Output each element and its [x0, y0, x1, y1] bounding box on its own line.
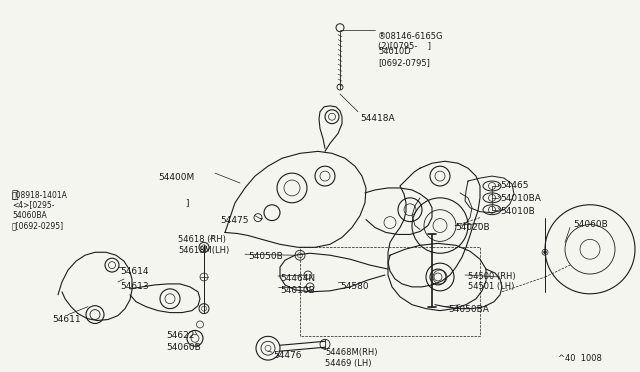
Text: ]: ]	[185, 198, 189, 207]
Text: 54614: 54614	[120, 267, 148, 276]
Text: 54050BA: 54050BA	[448, 305, 489, 314]
Text: 54010B: 54010B	[500, 207, 535, 216]
Text: 54500 (RH)
54501 (LH): 54500 (RH) 54501 (LH)	[468, 272, 516, 291]
Text: 54465: 54465	[500, 181, 529, 190]
Text: 54476: 54476	[273, 351, 301, 360]
Text: 54475: 54475	[220, 216, 248, 225]
Text: 54611: 54611	[52, 315, 81, 324]
Text: 54400M: 54400M	[158, 173, 195, 182]
Text: 54418A: 54418A	[360, 114, 395, 123]
Text: 54050B: 54050B	[248, 252, 283, 261]
Text: ^40  1008: ^40 1008	[558, 354, 602, 363]
Text: 54010BA: 54010BA	[500, 194, 541, 203]
Text: 54464N: 54464N	[280, 274, 315, 283]
Text: 54580: 54580	[340, 282, 369, 291]
Text: ®08146-6165G
(2)[0795-    ]: ®08146-6165G (2)[0795- ]	[378, 32, 444, 51]
Text: 54060B: 54060B	[166, 343, 201, 352]
Text: 54020B: 54020B	[455, 222, 490, 232]
Text: Ⓝ: Ⓝ	[12, 190, 19, 200]
Bar	[300, 247, 480, 336]
Text: Ⓢ08918-1401A
<4>[0295-
54060BA
Ⓘ[0692-0295]: Ⓢ08918-1401A <4>[0295- 54060BA Ⓘ[0692-02…	[12, 190, 68, 230]
Circle shape	[543, 251, 547, 254]
Text: 54622: 54622	[166, 331, 195, 340]
Text: 54010D
[0692-0795]: 54010D [0692-0795]	[378, 48, 430, 67]
Text: 54010B: 54010B	[280, 286, 315, 295]
Text: 54468M(RH)
54469 (LH): 54468M(RH) 54469 (LH)	[325, 348, 378, 368]
Text: 54060B: 54060B	[573, 219, 608, 229]
Text: 54613: 54613	[120, 282, 148, 291]
Text: 54618 (RH)
54618M(LH): 54618 (RH) 54618M(LH)	[178, 235, 229, 255]
